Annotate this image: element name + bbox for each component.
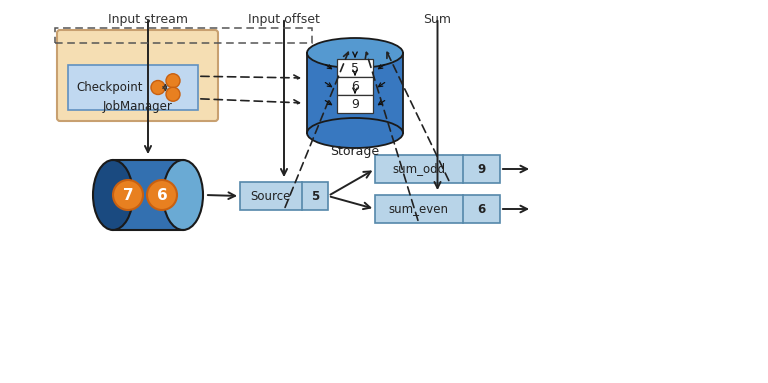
- Circle shape: [166, 87, 180, 101]
- FancyBboxPatch shape: [57, 30, 218, 121]
- FancyBboxPatch shape: [337, 77, 373, 95]
- Text: 6: 6: [351, 80, 359, 93]
- Text: 6: 6: [157, 188, 167, 203]
- Circle shape: [151, 80, 165, 95]
- Text: Input stream: Input stream: [108, 13, 188, 26]
- Text: Source: Source: [250, 190, 291, 203]
- Polygon shape: [113, 160, 183, 230]
- Text: Sum: Sum: [423, 13, 452, 26]
- Text: Input offset: Input offset: [248, 13, 320, 26]
- Text: 9: 9: [351, 98, 359, 111]
- Circle shape: [166, 74, 180, 88]
- Circle shape: [113, 180, 143, 210]
- FancyBboxPatch shape: [337, 59, 373, 77]
- Text: 5: 5: [351, 62, 359, 75]
- Text: JobManager: JobManager: [103, 100, 173, 113]
- FancyBboxPatch shape: [68, 65, 198, 110]
- Text: 7: 7: [123, 188, 134, 203]
- Circle shape: [147, 180, 177, 210]
- Text: sum_odd: sum_odd: [392, 162, 445, 175]
- Text: Storage: Storage: [330, 145, 379, 158]
- FancyBboxPatch shape: [375, 155, 500, 183]
- Text: 9: 9: [477, 162, 485, 175]
- Text: sum_even: sum_even: [389, 203, 449, 216]
- Ellipse shape: [163, 160, 203, 230]
- Ellipse shape: [93, 160, 133, 230]
- FancyBboxPatch shape: [375, 195, 500, 223]
- Ellipse shape: [307, 38, 403, 68]
- FancyBboxPatch shape: [337, 95, 373, 113]
- Text: 6: 6: [477, 203, 485, 216]
- Polygon shape: [307, 53, 403, 133]
- Text: Checkpoint: Checkpoint: [76, 81, 143, 94]
- Ellipse shape: [307, 118, 403, 148]
- FancyBboxPatch shape: [240, 182, 328, 210]
- Text: 5: 5: [311, 190, 319, 203]
